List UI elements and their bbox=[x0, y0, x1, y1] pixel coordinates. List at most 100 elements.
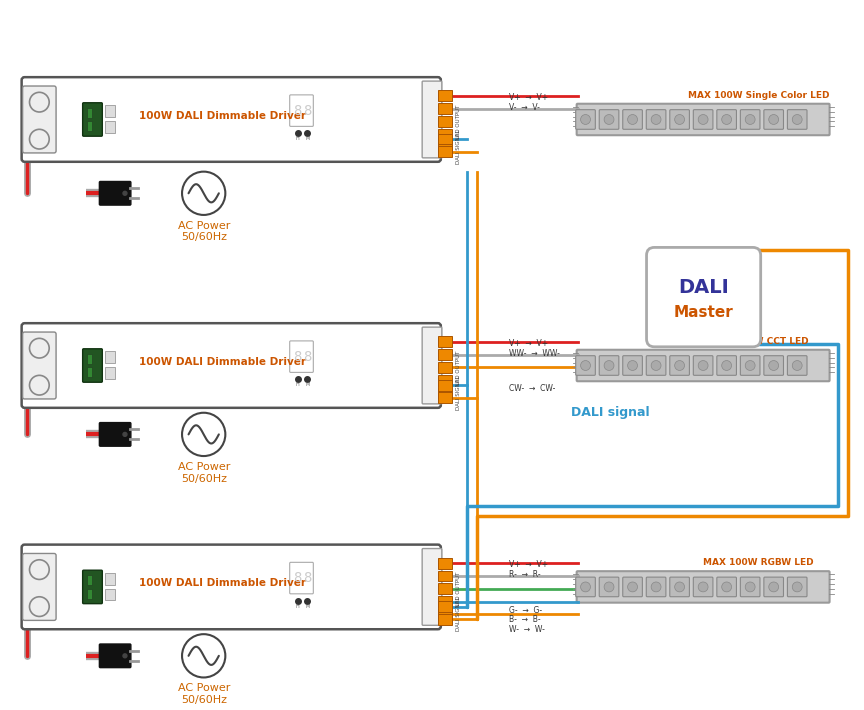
Circle shape bbox=[698, 114, 708, 124]
Text: H: H bbox=[295, 604, 300, 608]
Bar bbox=[86, 108, 92, 118]
Bar bbox=[86, 121, 92, 131]
Bar bbox=[438, 388, 452, 398]
FancyBboxPatch shape bbox=[787, 356, 807, 376]
Text: V+  →  V+: V+ → V+ bbox=[509, 339, 548, 348]
Text: M: M bbox=[305, 604, 309, 608]
Bar bbox=[86, 575, 92, 585]
FancyBboxPatch shape bbox=[22, 332, 56, 399]
FancyBboxPatch shape bbox=[764, 109, 784, 129]
FancyBboxPatch shape bbox=[422, 549, 442, 626]
Text: R-  →  R-: R- → R- bbox=[509, 570, 540, 579]
FancyBboxPatch shape bbox=[764, 356, 784, 376]
FancyBboxPatch shape bbox=[740, 356, 760, 376]
FancyBboxPatch shape bbox=[99, 644, 130, 667]
FancyBboxPatch shape bbox=[740, 577, 760, 596]
FancyBboxPatch shape bbox=[289, 95, 314, 126]
Bar bbox=[438, 116, 452, 127]
Text: AC Power
50/60Hz: AC Power 50/60Hz bbox=[177, 221, 230, 242]
Bar bbox=[438, 558, 452, 569]
Circle shape bbox=[675, 361, 684, 371]
Circle shape bbox=[675, 582, 684, 592]
Circle shape bbox=[581, 114, 590, 124]
FancyBboxPatch shape bbox=[22, 86, 56, 153]
Bar bbox=[438, 133, 452, 144]
Circle shape bbox=[698, 361, 708, 371]
Text: V+  →  V+: V+ → V+ bbox=[509, 560, 548, 569]
Text: M: M bbox=[305, 136, 309, 141]
Bar bbox=[438, 362, 452, 373]
Circle shape bbox=[627, 582, 638, 592]
FancyBboxPatch shape bbox=[22, 554, 56, 621]
Circle shape bbox=[604, 114, 614, 124]
Bar bbox=[438, 349, 452, 360]
Circle shape bbox=[721, 114, 732, 124]
Bar bbox=[438, 146, 452, 158]
Text: 8: 8 bbox=[294, 571, 302, 585]
FancyBboxPatch shape bbox=[646, 356, 666, 376]
Text: B-  →  B-: B- → B- bbox=[509, 616, 540, 625]
FancyBboxPatch shape bbox=[717, 109, 736, 129]
Circle shape bbox=[675, 114, 684, 124]
Circle shape bbox=[792, 361, 802, 371]
FancyBboxPatch shape bbox=[717, 577, 736, 596]
FancyBboxPatch shape bbox=[693, 577, 713, 596]
FancyBboxPatch shape bbox=[83, 570, 102, 604]
Text: LED OUTPUT: LED OUTPUT bbox=[455, 350, 461, 385]
Text: WW-  →  WW-: WW- → WW- bbox=[509, 349, 560, 358]
Bar bbox=[438, 614, 452, 625]
FancyBboxPatch shape bbox=[623, 109, 642, 129]
Circle shape bbox=[721, 361, 732, 371]
Bar bbox=[105, 351, 115, 363]
Bar bbox=[105, 573, 115, 584]
Circle shape bbox=[627, 114, 638, 124]
FancyBboxPatch shape bbox=[623, 577, 642, 596]
FancyBboxPatch shape bbox=[83, 103, 102, 136]
Text: 100W DALI Dimmable Driver: 100W DALI Dimmable Driver bbox=[139, 111, 307, 121]
FancyBboxPatch shape bbox=[575, 577, 595, 596]
FancyBboxPatch shape bbox=[764, 577, 784, 596]
FancyBboxPatch shape bbox=[289, 562, 314, 594]
Bar bbox=[438, 609, 452, 620]
Bar bbox=[438, 571, 452, 581]
Circle shape bbox=[651, 582, 661, 592]
Bar bbox=[438, 90, 452, 102]
Text: AC Power
50/60Hz: AC Power 50/60Hz bbox=[177, 683, 230, 705]
Circle shape bbox=[581, 582, 590, 592]
Circle shape bbox=[627, 361, 638, 371]
Bar bbox=[438, 596, 452, 607]
FancyBboxPatch shape bbox=[289, 341, 314, 373]
Circle shape bbox=[746, 582, 755, 592]
FancyBboxPatch shape bbox=[22, 77, 441, 162]
FancyBboxPatch shape bbox=[740, 109, 760, 129]
Text: V-  →  V-: V- → V- bbox=[509, 103, 540, 111]
FancyBboxPatch shape bbox=[670, 109, 689, 129]
Bar bbox=[438, 584, 452, 594]
Circle shape bbox=[769, 582, 778, 592]
FancyBboxPatch shape bbox=[575, 109, 595, 129]
Bar bbox=[438, 337, 452, 347]
FancyBboxPatch shape bbox=[600, 577, 619, 596]
Text: 8: 8 bbox=[294, 349, 302, 364]
FancyBboxPatch shape bbox=[576, 571, 829, 603]
FancyBboxPatch shape bbox=[22, 545, 441, 629]
FancyBboxPatch shape bbox=[693, 356, 713, 376]
FancyBboxPatch shape bbox=[623, 356, 642, 376]
Bar bbox=[105, 367, 115, 379]
Circle shape bbox=[698, 582, 708, 592]
Circle shape bbox=[581, 361, 590, 371]
Circle shape bbox=[123, 432, 127, 437]
Circle shape bbox=[651, 114, 661, 124]
Text: H: H bbox=[295, 382, 300, 387]
FancyBboxPatch shape bbox=[576, 104, 829, 135]
Circle shape bbox=[746, 114, 755, 124]
Text: CW-  →  CW-: CW- → CW- bbox=[509, 384, 556, 393]
Text: LED OUTPUT: LED OUTPUT bbox=[455, 104, 461, 138]
Bar bbox=[105, 121, 115, 133]
Text: V+  →  V+: V+ → V+ bbox=[509, 93, 548, 102]
Circle shape bbox=[651, 361, 661, 371]
Text: 8: 8 bbox=[303, 349, 312, 364]
FancyBboxPatch shape bbox=[787, 577, 807, 596]
Text: M: M bbox=[305, 382, 309, 387]
Circle shape bbox=[721, 582, 732, 592]
